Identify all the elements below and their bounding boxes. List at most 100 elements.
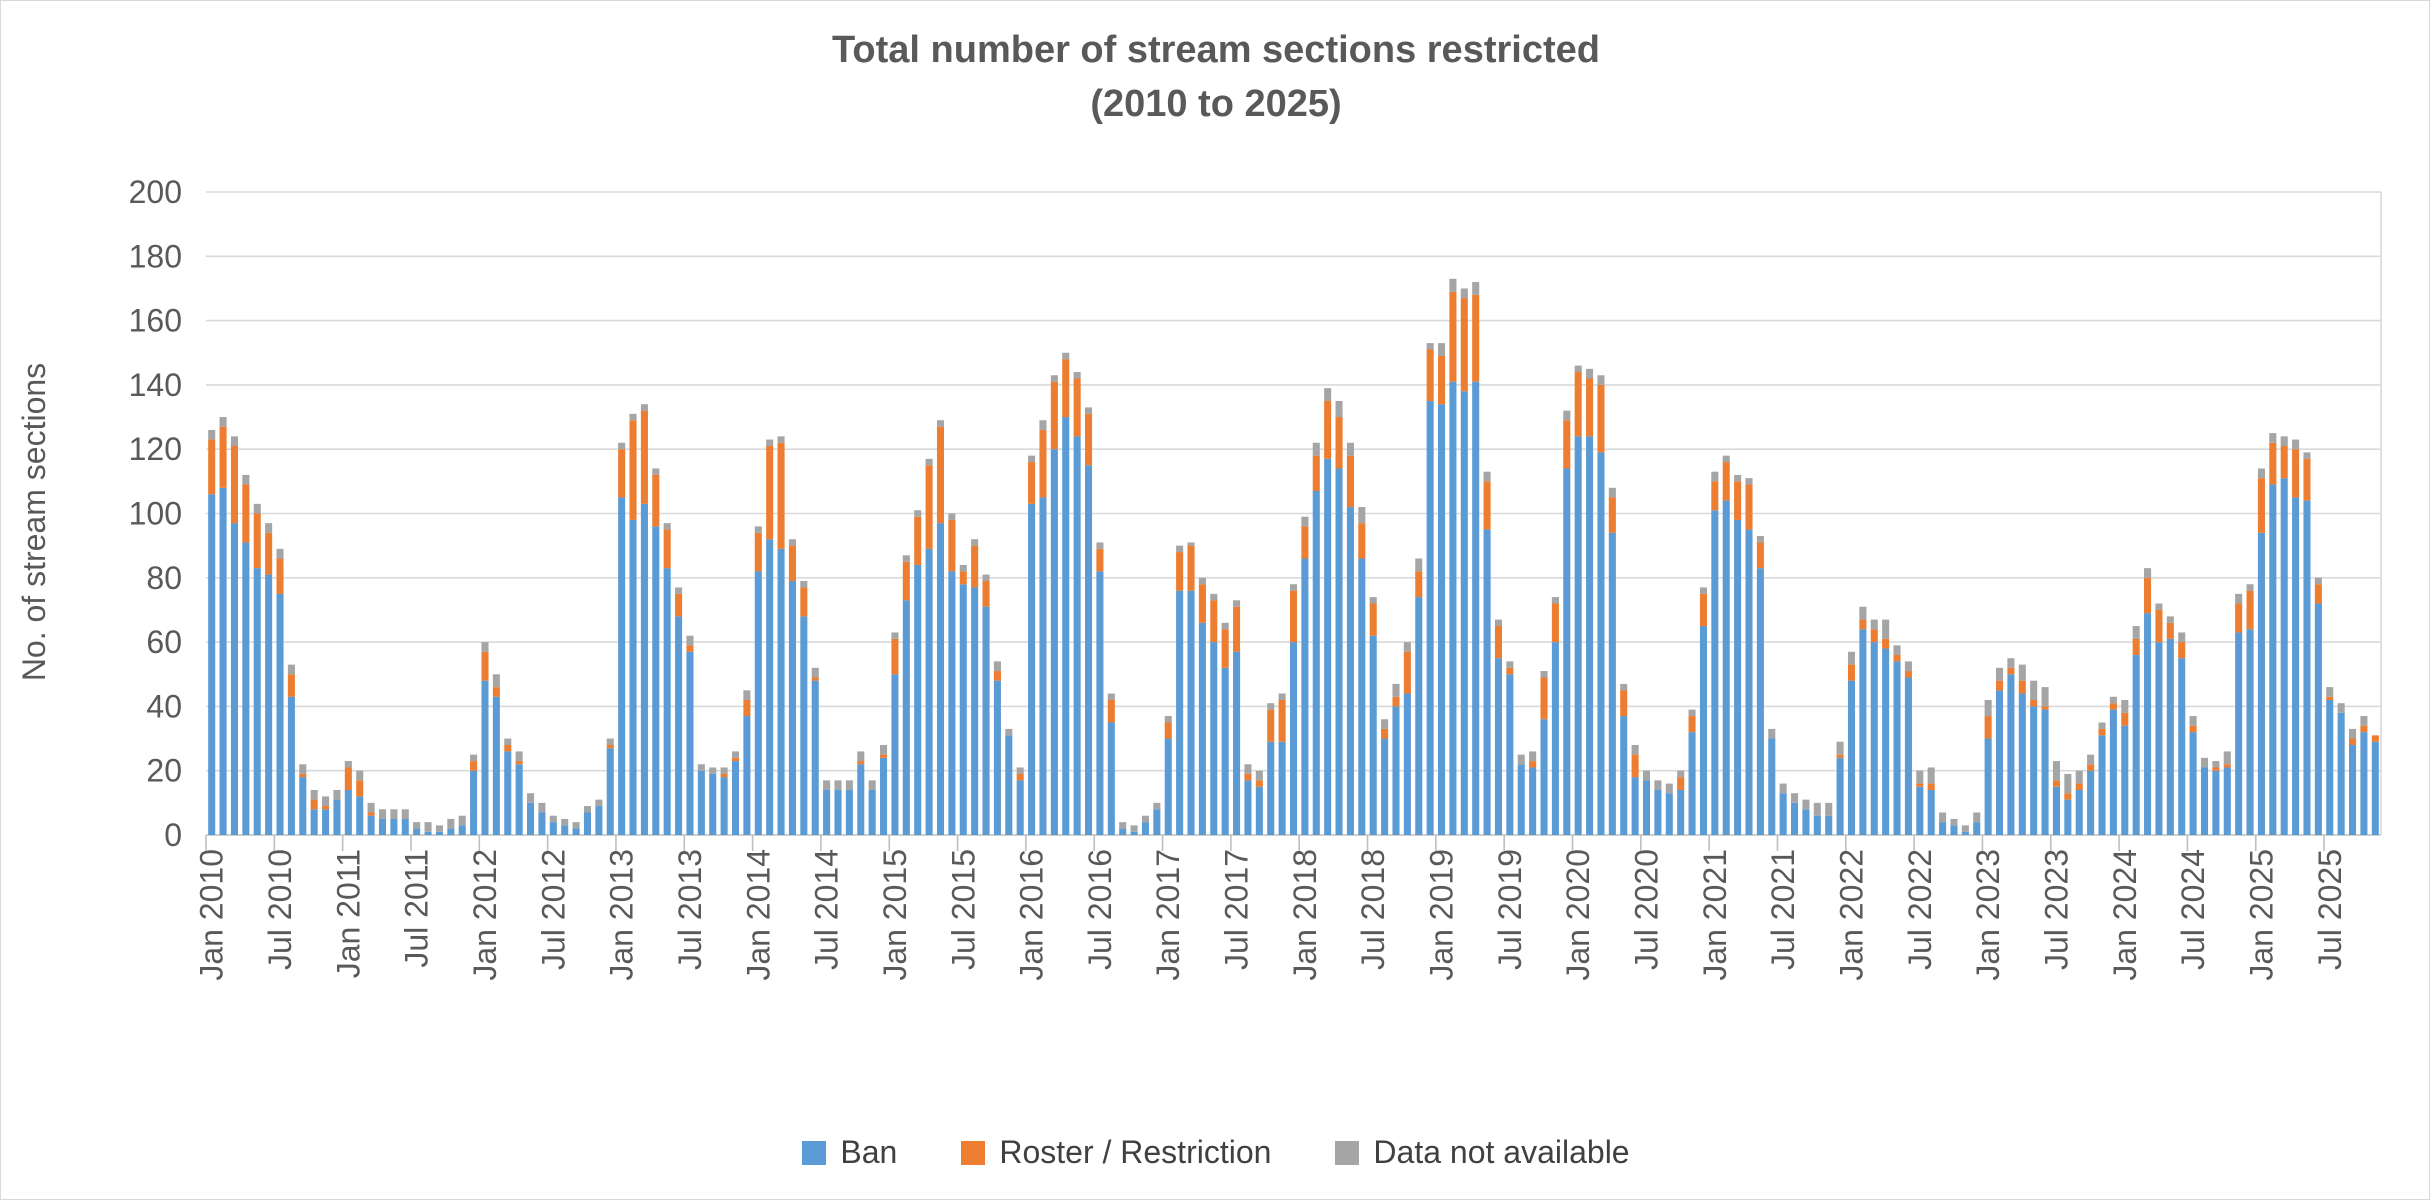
legend-label-ban: Ban (840, 1134, 898, 1170)
bar-segment-ban (1324, 458, 1332, 835)
bar-segment-ban (230, 523, 238, 835)
bar-segment-ban (1950, 825, 1958, 835)
bar-segment-data-not-available (1904, 661, 1912, 672)
bar-segment-ban (1084, 465, 1093, 835)
bar-segment-ban (640, 503, 648, 835)
bar-segment-ban (1688, 732, 1696, 835)
bar-segment-data-not-available (1483, 471, 1491, 482)
bar-segment-roster-restriction (1438, 355, 1446, 405)
bar-segment-data-not-available (1540, 671, 1548, 678)
bar-segment-data-not-available (2223, 751, 2231, 765)
bar-segment-roster-restriction (356, 780, 364, 797)
bar-segment-ban (1141, 822, 1149, 835)
bar-segment-ban (777, 548, 785, 835)
bar-segment-ban (378, 818, 387, 835)
bar-segment-data-not-available (1631, 744, 1639, 755)
bar-segment-ban (629, 519, 637, 835)
bar-segment-ban (1164, 738, 1172, 835)
bar-segment-roster-restriction (310, 799, 318, 810)
bar-segment-ban (652, 526, 660, 835)
bar-segment-data-not-available (230, 436, 238, 446)
bar-segment-data-not-available (1973, 812, 1981, 823)
bar-segment-ban (1415, 597, 1423, 835)
bar-segment-data-not-available (834, 780, 842, 790)
bar-segment-ban (1096, 571, 1104, 835)
bar-segment-data-not-available (1221, 622, 1229, 630)
bar-segment-ban (1381, 738, 1389, 835)
bar-segment-data-not-available (1392, 683, 1400, 697)
bar-segment-data-not-available (777, 436, 785, 443)
bar-segment-ban (731, 761, 740, 835)
bar-segment-data-not-available (435, 825, 443, 832)
bars (208, 278, 2379, 835)
bar-segment-ban (1586, 436, 1594, 835)
bar-segment-ban (458, 825, 466, 835)
bar-segment-roster-restriction (959, 571, 967, 585)
bar-segment-data-not-available (1301, 516, 1309, 527)
bar-segment-ban (1813, 815, 1821, 835)
bar-segment-data-not-available (982, 574, 990, 582)
bar-segment-data-not-available (2314, 577, 2322, 585)
bar-segment-roster-restriction (777, 442, 785, 549)
bar-segment-roster-restriction (1608, 497, 1616, 533)
bar-segment-data-not-available (766, 439, 774, 446)
bar-segment-data-not-available (2257, 468, 2265, 479)
bar-segment-ban (1608, 532, 1616, 835)
bar-segment-roster-restriction (1449, 291, 1457, 382)
bar-segment-ban (1870, 642, 1878, 835)
bar-segment-ban (982, 606, 990, 835)
bar-segment-roster-restriction (1551, 603, 1559, 643)
bar-segment-ban (2349, 744, 2357, 835)
bar-segment-data-not-available (1642, 770, 1651, 781)
x-tick-label: Jul 2021 (1765, 849, 1801, 970)
bar-segment-roster-restriction (811, 677, 819, 681)
bar-segment-roster-restriction (2075, 783, 2083, 790)
bar-segment-roster-restriction (2189, 725, 2197, 733)
bar-segment-ban (1517, 764, 1525, 835)
bar-segment-data-not-available (1289, 584, 1298, 591)
bar-segment-data-not-available (2178, 632, 2186, 643)
bar-segment-roster-restriction (1699, 593, 1707, 627)
bar-segment-data-not-available (1438, 343, 1446, 356)
bar-segment-roster-restriction (1415, 571, 1423, 598)
bar-segment-ban (1882, 648, 1890, 835)
x-tick-label: Jul 2013 (672, 849, 708, 970)
bar-segment-data-not-available (1882, 619, 1890, 639)
bar-segment-ban (880, 757, 888, 835)
bar-segment-roster-restriction (1916, 783, 1924, 787)
bar-segment-data-not-available (504, 738, 512, 745)
bar-segment-roster-restriction (367, 812, 375, 816)
chart-title: Total number of stream sections restrict… (1, 23, 2429, 131)
bar-segment-roster-restriction (743, 699, 751, 717)
bar-segment-data-not-available (242, 474, 250, 485)
bar-segment-data-not-available (1244, 764, 1252, 774)
x-tick-label: Jan 2010 (194, 849, 230, 981)
bar-segment-data-not-available (686, 635, 694, 646)
bar-segment-ban (1722, 500, 1730, 835)
bar-segment-data-not-available (287, 664, 295, 675)
bar-segment-roster-restriction (2314, 584, 2322, 604)
bar-segment-roster-restriction (322, 806, 330, 810)
bar-segment-data-not-available (823, 780, 831, 790)
bar-segment-roster-restriction (1574, 372, 1582, 437)
bar-segment-roster-restriction (1529, 761, 1537, 768)
bar-segment-ban (800, 616, 808, 835)
bar-segment-roster-restriction (1062, 359, 1070, 418)
bar-segment-data-not-available (697, 764, 705, 771)
bar-segment-data-not-available (538, 802, 546, 813)
bar-segment-data-not-available (1164, 716, 1172, 723)
bar-segment-ban (242, 542, 250, 835)
bar-segment-ban (447, 828, 455, 835)
bar-segment-ban (1836, 757, 1844, 835)
bar-segment-ban (299, 777, 307, 835)
bar-segment-ban (959, 584, 967, 835)
bar-segment-roster-restriction (1346, 455, 1354, 508)
gridlines (206, 191, 2382, 836)
bar-segment-roster-restriction (1255, 780, 1263, 787)
bar-segment-ban (583, 812, 592, 835)
bar-segment-ban (1699, 626, 1707, 835)
bar-segment-ban (1791, 802, 1799, 835)
x-axis-tick-labels: Jan 2010 Jul 2010 Jan 2011 Jul 2011 Jan 2012… (194, 849, 2348, 981)
bar-segment-ban (527, 802, 535, 835)
bar-segment-data-not-available (561, 818, 569, 826)
